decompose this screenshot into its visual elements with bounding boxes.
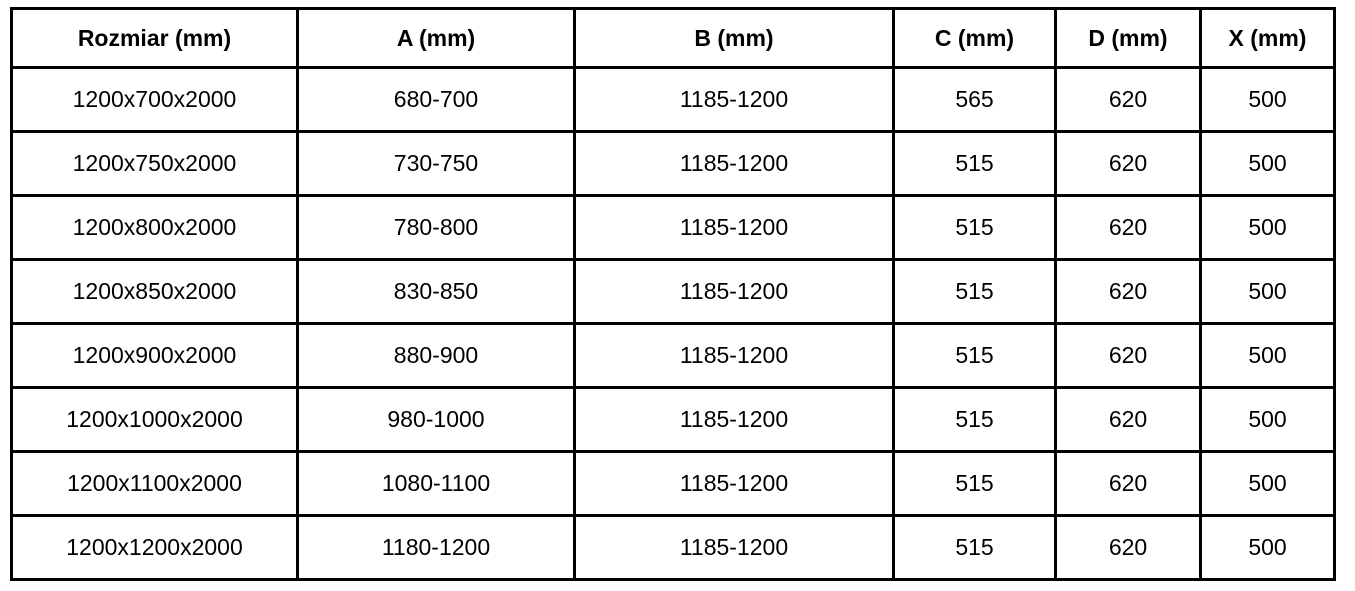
cell-c: 515 bbox=[892, 386, 1057, 453]
cell-x: 500 bbox=[1199, 322, 1336, 389]
cell-d: 620 bbox=[1054, 130, 1202, 197]
cell-a: 680-700 bbox=[296, 66, 576, 133]
cell-rozmiar: 1200x800x2000 bbox=[10, 194, 299, 261]
size-table: Rozmiar (mm) A (mm) B (mm) C (mm) D (mm)… bbox=[10, 7, 1336, 581]
cell-c: 515 bbox=[892, 130, 1057, 197]
cell-a: 1080-1100 bbox=[296, 450, 576, 517]
cell-a: 830-850 bbox=[296, 258, 576, 325]
column-header-a: A (mm) bbox=[296, 7, 576, 69]
column-header-c: C (mm) bbox=[892, 7, 1057, 69]
cell-x: 500 bbox=[1199, 450, 1336, 517]
cell-c: 515 bbox=[892, 194, 1057, 261]
table-row: 1200x900x2000 880-900 1185-1200 515 620 … bbox=[10, 322, 1336, 389]
cell-a: 980-1000 bbox=[296, 386, 576, 453]
cell-c: 565 bbox=[892, 66, 1057, 133]
table-row: 1200x800x2000 780-800 1185-1200 515 620 … bbox=[10, 194, 1336, 261]
cell-x: 500 bbox=[1199, 514, 1336, 581]
cell-c: 515 bbox=[892, 258, 1057, 325]
cell-b: 1185-1200 bbox=[573, 514, 895, 581]
cell-d: 620 bbox=[1054, 258, 1202, 325]
cell-b: 1185-1200 bbox=[573, 386, 895, 453]
cell-rozmiar: 1200x1100x2000 bbox=[10, 450, 299, 517]
cell-x: 500 bbox=[1199, 66, 1336, 133]
column-header-x: X (mm) bbox=[1199, 7, 1336, 69]
cell-x: 500 bbox=[1199, 130, 1336, 197]
cell-rozmiar: 1200x700x2000 bbox=[10, 66, 299, 133]
cell-rozmiar: 1200x750x2000 bbox=[10, 130, 299, 197]
cell-b: 1185-1200 bbox=[573, 194, 895, 261]
cell-a: 730-750 bbox=[296, 130, 576, 197]
cell-a: 880-900 bbox=[296, 322, 576, 389]
cell-x: 500 bbox=[1199, 258, 1336, 325]
table-row: 1200x1000x2000 980-1000 1185-1200 515 62… bbox=[10, 386, 1336, 453]
table-row: 1200x750x2000 730-750 1185-1200 515 620 … bbox=[10, 130, 1336, 197]
table-row: 1200x700x2000 680-700 1185-1200 565 620 … bbox=[10, 66, 1336, 133]
table-row: 1200x1100x2000 1080-1100 1185-1200 515 6… bbox=[10, 450, 1336, 517]
column-header-rozmiar: Rozmiar (mm) bbox=[10, 7, 299, 69]
cell-rozmiar: 1200x1200x2000 bbox=[10, 514, 299, 581]
cell-b: 1185-1200 bbox=[573, 322, 895, 389]
size-table-container: Rozmiar (mm) A (mm) B (mm) C (mm) D (mm)… bbox=[10, 7, 1336, 581]
cell-a: 1180-1200 bbox=[296, 514, 576, 581]
cell-x: 500 bbox=[1199, 386, 1336, 453]
cell-c: 515 bbox=[892, 450, 1057, 517]
table-row: 1200x1200x2000 1180-1200 1185-1200 515 6… bbox=[10, 514, 1336, 581]
column-header-d: D (mm) bbox=[1054, 7, 1202, 69]
table-row: 1200x850x2000 830-850 1185-1200 515 620 … bbox=[10, 258, 1336, 325]
cell-d: 620 bbox=[1054, 386, 1202, 453]
cell-rozmiar: 1200x850x2000 bbox=[10, 258, 299, 325]
header-row: Rozmiar (mm) A (mm) B (mm) C (mm) D (mm)… bbox=[10, 7, 1336, 69]
cell-b: 1185-1200 bbox=[573, 130, 895, 197]
cell-b: 1185-1200 bbox=[573, 66, 895, 133]
cell-d: 620 bbox=[1054, 66, 1202, 133]
cell-x: 500 bbox=[1199, 194, 1336, 261]
column-header-b: B (mm) bbox=[573, 7, 895, 69]
cell-d: 620 bbox=[1054, 514, 1202, 581]
cell-b: 1185-1200 bbox=[573, 258, 895, 325]
cell-a: 780-800 bbox=[296, 194, 576, 261]
cell-d: 620 bbox=[1054, 194, 1202, 261]
cell-c: 515 bbox=[892, 514, 1057, 581]
cell-d: 620 bbox=[1054, 450, 1202, 517]
cell-rozmiar: 1200x900x2000 bbox=[10, 322, 299, 389]
cell-c: 515 bbox=[892, 322, 1057, 389]
cell-d: 620 bbox=[1054, 322, 1202, 389]
cell-rozmiar: 1200x1000x2000 bbox=[10, 386, 299, 453]
cell-b: 1185-1200 bbox=[573, 450, 895, 517]
